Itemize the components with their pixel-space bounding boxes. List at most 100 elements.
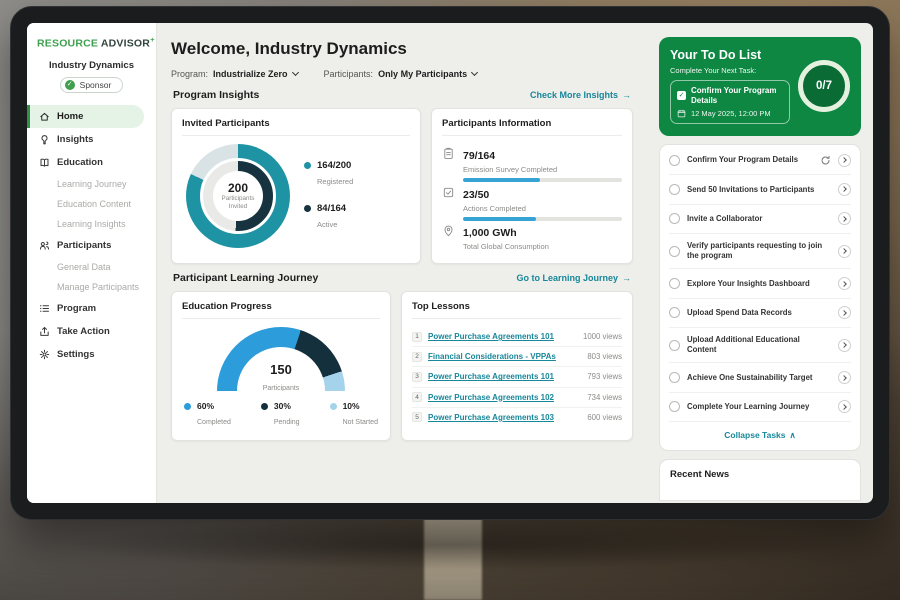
task-row-explore-insights[interactable]: Explore Your Insights Dashboard <box>669 269 851 299</box>
sidebar-item-learning-journey[interactable]: Learning Journey <box>27 174 156 194</box>
task-row-invite-collaborator[interactable]: Invite a Collaborator <box>669 205 851 234</box>
task-checkbox[interactable] <box>669 401 680 413</box>
lesson-rank: 3 <box>412 371 422 382</box>
sidebar-item-label: Settings <box>57 348 95 360</box>
arrow-right-icon: → <box>622 273 631 283</box>
refresh-icon[interactable] <box>820 155 831 166</box>
legend-label: Active <box>317 220 338 229</box>
task-open-button[interactable] <box>838 277 851 290</box>
participants-information-card: Participants Information 79/164 Emission… <box>431 108 633 264</box>
sidebar-item-education-content[interactable]: Education Content <box>27 194 156 214</box>
lesson-row: 4 Power Purchase Agreements 102 734 view… <box>412 388 622 408</box>
lesson-link[interactable]: Power Purchase Agreements 101 <box>428 372 554 382</box>
stat-actions-completed: 23/50 Actions Completed <box>442 185 622 221</box>
task-open-button[interactable] <box>838 182 851 196</box>
task-checkbox[interactable] <box>669 154 680 166</box>
lesson-row: 5 Power Purchase Agreements 103 600 view… <box>412 408 622 427</box>
sponsor-badge[interactable]: ✓ Sponsor <box>59 76 124 93</box>
lesson-views: 600 views <box>587 412 622 422</box>
invited-participants-card: Invited Participants 200 Participants In… <box>171 108 421 264</box>
task-row-upload-educational-content[interactable]: Upload Additional Educational Content <box>669 328 851 364</box>
participants-filter-value: Only My Participants <box>378 69 468 79</box>
sidebar-item-settings[interactable]: Settings <box>27 343 156 366</box>
sidebar-item-program[interactable]: Program <box>27 297 156 320</box>
chevron-down-icon <box>291 68 299 77</box>
learning-journey-cards: Education Progress 150 Participants 60% … <box>171 291 633 441</box>
take-action-icon <box>40 326 49 336</box>
task-checkbox[interactable] <box>669 213 680 225</box>
task-checkbox[interactable] <box>669 339 680 351</box>
invited-donut-ring-outer: 200 Participants Invited <box>186 144 290 248</box>
sidebar-item-home[interactable]: Home <box>27 104 144 128</box>
lesson-row: 3 Power Purchase Agreements 101 793 view… <box>412 367 622 388</box>
legend-label: Pending <box>273 419 300 426</box>
task-open-button[interactable] <box>838 153 851 167</box>
sidebar-item-label: Manage Participants <box>57 281 140 292</box>
task-row-upload-spend-data[interactable]: Upload Spend Data Records <box>669 299 851 328</box>
sidebar-item-take-action[interactable]: Take Action <box>27 320 156 343</box>
stat-emission-survey: 79/164 Emission Survey Completed <box>442 146 622 183</box>
todo-summary-card: Your To Do List Complete Your Next Task:… <box>659 37 861 137</box>
legend-value: 10% <box>342 401 360 411</box>
task-row-verify-participants[interactable]: Verify participants requesting to join t… <box>669 234 851 270</box>
lesson-views: 803 views <box>587 352 622 362</box>
sidebar-item-education[interactable]: Education <box>27 151 156 174</box>
task-open-button[interactable] <box>838 212 851 226</box>
lesson-rank: 5 <box>412 412 422 423</box>
monitor-shadow <box>60 520 840 570</box>
sidebar-item-learning-insights[interactable]: Learning Insights <box>27 214 156 234</box>
sidebar-item-label: Program <box>57 302 97 314</box>
task-checkbox[interactable] <box>669 372 680 384</box>
lesson-link[interactable]: Power Purchase Agreements 102 <box>428 392 554 402</box>
chevron-right-icon <box>841 280 847 287</box>
task-row-send-invitations[interactable]: Send 50 Invitations to Participants <box>669 175 851 205</box>
todo-title: Your To Do List <box>670 48 762 62</box>
arrow-right-icon: → <box>622 90 631 100</box>
todo-progress-ring: 0/7 <box>798 60 850 113</box>
task-open-button[interactable] <box>838 400 851 414</box>
sidebar-item-participants[interactable]: Participants <box>27 234 156 257</box>
lesson-link[interactable]: Financial Considerations - VPPAs <box>428 352 556 362</box>
legend-dot <box>184 403 191 410</box>
task-open-button[interactable] <box>838 371 851 385</box>
todo-panel: Your To Do List Complete Your Next Task:… <box>647 23 873 503</box>
task-open-button[interactable] <box>838 244 851 258</box>
collapse-tasks-button[interactable]: Collapse Tasks ∧ <box>669 422 851 449</box>
check-more-insights-link[interactable]: Check More Insights → <box>530 90 631 100</box>
lesson-rank: 1 <box>412 331 422 342</box>
recent-news-title: Recent News <box>670 468 730 480</box>
task-label: Complete Your Learning Journey <box>687 401 810 411</box>
next-task-label: Confirm Your Program Details <box>691 86 777 105</box>
gauge-center-label: Participants <box>262 385 300 391</box>
participants-filter[interactable]: Participants: Only My Participants <box>324 68 479 79</box>
program-insights-header: Program Insights Check More Insights → <box>173 89 631 101</box>
task-row-achieve-sustainability-target[interactable]: Achieve One Sustainability Target <box>669 363 851 393</box>
invited-donut-ring-inner <box>200 158 276 234</box>
task-checkbox[interactable] <box>669 307 680 319</box>
chevron-right-icon <box>841 403 847 410</box>
task-row-complete-learning-journey[interactable]: Complete Your Learning Journey <box>669 393 851 422</box>
lesson-row: 2 Financial Considerations - VPPAs 803 v… <box>412 347 622 368</box>
task-checkbox[interactable] <box>669 245 680 257</box>
chevron-right-icon <box>841 342 847 348</box>
sidebar-item-general-data[interactable]: General Data <box>27 257 156 277</box>
task-open-button[interactable] <box>838 306 851 320</box>
logo-text-resource: RESOURCE <box>37 37 99 50</box>
chevron-right-icon <box>841 374 847 381</box>
task-open-button[interactable] <box>838 338 851 352</box>
lesson-rank: 4 <box>412 392 422 403</box>
stat-label: Emission Survey Completed <box>463 165 558 175</box>
task-checkbox[interactable] <box>669 278 680 289</box>
lesson-link[interactable]: Power Purchase Agreements 103 <box>428 412 554 422</box>
task-row-confirm-program[interactable]: Confirm Your Program Details <box>669 146 851 176</box>
task-checkbox[interactable] <box>669 183 680 195</box>
checkbox-icon[interactable]: ✓ <box>677 91 686 101</box>
go-to-learning-journey-link[interactable]: Go to Learning Journey → <box>516 273 631 283</box>
stat-label: Actions Completed <box>463 203 526 213</box>
lesson-link[interactable]: Power Purchase Agreements 101 <box>428 332 554 342</box>
sidebar-item-insights[interactable]: Insights <box>27 128 156 151</box>
program-filter[interactable]: Program: Industrialize Zero <box>171 68 299 79</box>
sidebar-item-manage-participants[interactable]: Manage Participants <box>27 277 156 297</box>
location-pin-icon <box>444 225 453 237</box>
education-icon <box>40 158 49 167</box>
